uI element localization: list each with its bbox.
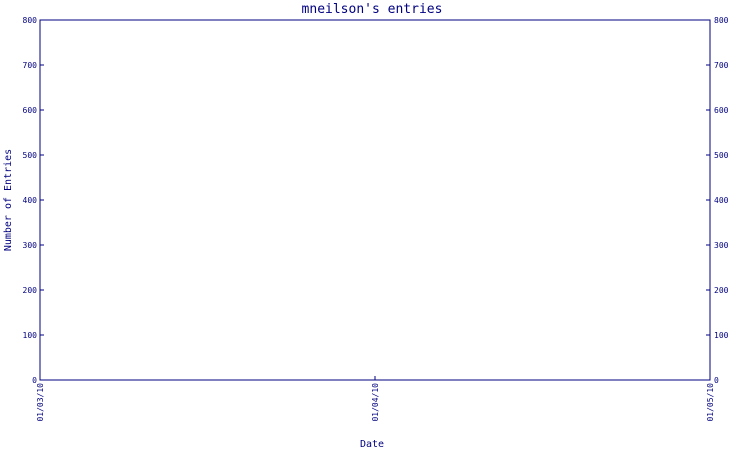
- y-tick-label-right: 300: [714, 241, 729, 250]
- y-tick-label-right: 0: [714, 376, 719, 385]
- y-tick-label-left: 0: [32, 376, 37, 385]
- y-tick-label-right: 600: [714, 106, 729, 115]
- y-tick-label-left: 700: [23, 61, 38, 70]
- y-tick-label-left: 800: [23, 16, 38, 25]
- x-axis-label: Date: [360, 439, 384, 450]
- y-tick-label-right: 200: [714, 286, 729, 295]
- y-tick-label-left: 400: [23, 196, 38, 205]
- y-tick-label-right: 700: [714, 61, 729, 70]
- y-tick-label-right: 400: [714, 196, 729, 205]
- y-tick-label-left: 200: [23, 286, 38, 295]
- y-tick-label-left: 100: [23, 331, 38, 340]
- x-axis: 01/03/10 01/04/10 01/05/10: [36, 376, 715, 422]
- y-axis-label: Number of Entries: [3, 149, 14, 251]
- plot-frame: [39, 19, 711, 381]
- x-tick-label: 01/05/10: [706, 383, 715, 422]
- y-tick-label-right: 500: [714, 151, 729, 160]
- y-tick-label-right: 800: [714, 16, 729, 25]
- y-axis-right: 0 100 200 300 400 500 600 700 800: [706, 16, 729, 385]
- y-tick-label-left: 600: [23, 106, 38, 115]
- y-axis-left: 0 100 200 300 400 500 600 700 800: [23, 16, 44, 385]
- y-tick-label-left: 500: [23, 151, 38, 160]
- chart-title: mneilson's entries: [302, 2, 443, 17]
- y-tick-label-right: 100: [714, 331, 729, 340]
- x-tick-label: 01/04/10: [371, 383, 380, 422]
- y-tick-label-left: 300: [23, 241, 38, 250]
- x-tick-label: 01/03/10: [36, 383, 45, 422]
